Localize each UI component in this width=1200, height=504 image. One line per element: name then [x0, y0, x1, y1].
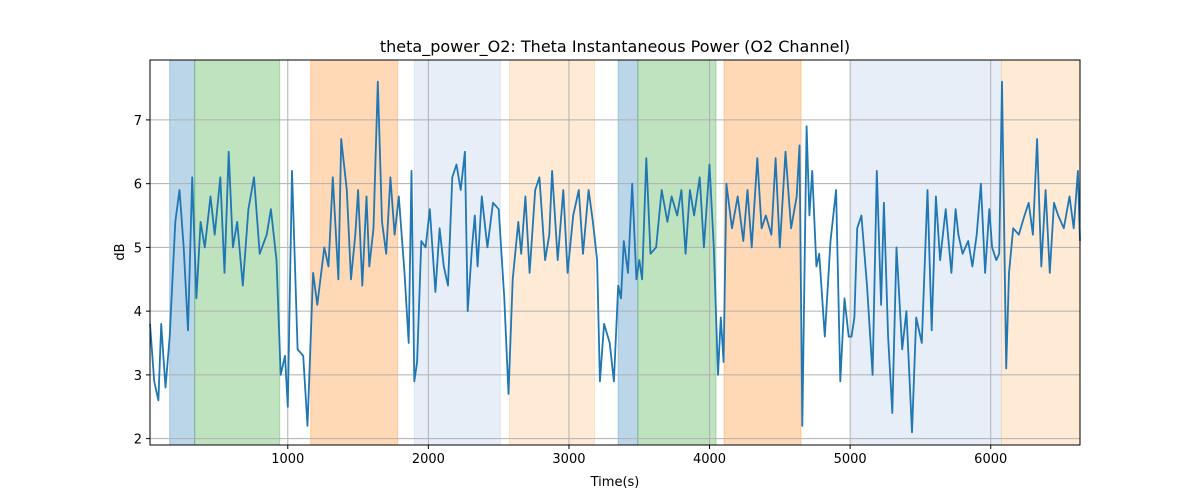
y-tick-label: 2 — [134, 433, 142, 448]
y-tick-label: 4 — [134, 305, 142, 320]
x-axis-label: Time(s) — [590, 475, 640, 490]
y-tick-label: 3 — [134, 369, 142, 384]
shaded-span-8 — [850, 59, 1002, 446]
y-axis-label: dB — [113, 243, 128, 260]
x-tick-label: 1000 — [271, 452, 304, 467]
chart-title: theta_power_O2: Theta Instantaneous Powe… — [380, 37, 850, 57]
shaded-span-1 — [194, 59, 281, 446]
plot-frame — [149, 59, 1081, 446]
x-tick-label: 2000 — [412, 452, 445, 467]
y-tick-label: 5 — [134, 241, 142, 256]
x-axis-ticks: 1000 2000 3000 4000 5000 6000 — [271, 445, 1007, 467]
x-tick-label: 4000 — [693, 452, 726, 467]
x-tick-label: 5000 — [834, 452, 867, 467]
shaded-span-4 — [508, 59, 596, 446]
series-line — [149, 80, 1081, 434]
x-tick-label: 3000 — [552, 452, 585, 467]
y-tick-label: 7 — [134, 114, 142, 129]
y-axis-ticks: 2 3 4 5 6 7 — [134, 114, 150, 448]
shaded-span-3 — [413, 59, 501, 446]
x-tick-label: 6000 — [974, 452, 1007, 467]
y-tick-label: 6 — [134, 178, 142, 193]
shaded-span-7 — [723, 59, 802, 446]
